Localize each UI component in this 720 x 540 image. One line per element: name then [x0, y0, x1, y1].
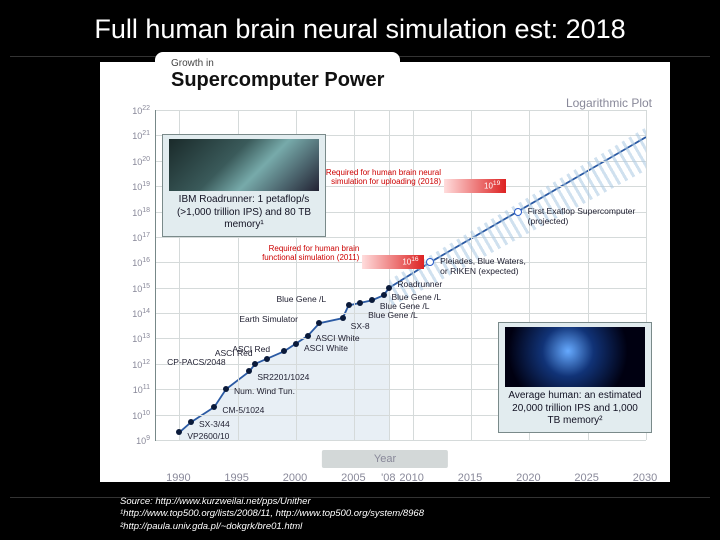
chart-title-big: Supercomputer Power: [171, 69, 384, 92]
data-point: [293, 341, 299, 347]
data-label: Blue Gene /L: [368, 310, 418, 320]
data-point: [346, 302, 352, 308]
data-point: [246, 368, 252, 374]
projected-label: First Exaflop Supercomputer (projected): [528, 206, 636, 226]
y-tick: 1016: [122, 257, 150, 268]
source-line-2: ¹http://www.top500.org/lists/2008/11, ht…: [120, 508, 424, 521]
data-point: [211, 404, 217, 410]
data-label: SX-3/44: [199, 419, 230, 429]
x-tick: 2015: [458, 472, 482, 484]
projected-point: [426, 258, 434, 266]
data-point: [316, 320, 322, 326]
source-line-3: ²http://paula.univ.gda.pl/~dokgrk/bre01.…: [120, 521, 424, 534]
y-tick: 1014: [122, 308, 150, 319]
source-line-1: Source: http://www.kurzweilai.net/pps/Un…: [120, 496, 424, 509]
data-point: [176, 429, 182, 435]
data-point: [340, 315, 346, 321]
data-point: [188, 419, 194, 425]
chart-panel: Growth in Supercomputer Power Logarithmi…: [100, 62, 670, 482]
source-block: Source: http://www.kurzweilai.net/pps/Un…: [120, 496, 424, 534]
x-tick: 2010: [399, 472, 423, 484]
slide-title: Full human brain neural simulation est: …: [0, 14, 720, 45]
data-label: ASCI White: [304, 343, 348, 353]
data-label: SR2201/1024: [257, 372, 309, 382]
data-label: Earth Simulator: [239, 314, 298, 324]
y-tick: 1013: [122, 333, 150, 344]
data-label: Roadrunner: [397, 279, 442, 289]
x-tick: 2000: [283, 472, 307, 484]
data-point: [357, 300, 363, 306]
x-tick: 2005: [341, 472, 365, 484]
data-point: [223, 386, 229, 392]
y-tick: 1021: [122, 130, 150, 141]
x-tick: 2020: [516, 472, 540, 484]
y-tick: 1019: [122, 181, 150, 192]
chart-title-small: Growth in: [171, 58, 384, 69]
data-point: [381, 292, 387, 298]
y-tick: 1015: [122, 283, 150, 294]
data-label: ASCI Red: [232, 344, 270, 354]
y-tick: 1012: [122, 359, 150, 370]
projected-point: [514, 208, 522, 216]
y-tick: 1011: [122, 384, 150, 395]
slide: Full human brain neural simulation est: …: [0, 0, 720, 540]
y-tick: 1020: [122, 156, 150, 167]
data-point: [264, 356, 270, 362]
x-tick: 2025: [574, 472, 598, 484]
data-label: VP2600/10: [187, 431, 229, 441]
threshold-label: Required for human brain neural simulati…: [321, 168, 441, 186]
data-label: Blue Gene /L: [277, 294, 327, 304]
photo-datacenter: [169, 139, 319, 191]
y-tick: 109: [122, 435, 150, 446]
callout-roadrunner-text: IBM Roadrunner: 1 petaflop/s (>1,000 tri…: [169, 194, 319, 232]
chart-title-tab: Growth in Supercomputer Power: [155, 52, 400, 94]
x-tick: '08: [381, 472, 395, 484]
data-label: CP-PACS/2048: [167, 357, 225, 367]
x-tick: 1990: [166, 472, 190, 484]
threshold-label: Required for human brain functional simu…: [239, 244, 359, 262]
callout-brain: Average human: an estimated 20,000 trill…: [498, 322, 652, 433]
data-label: Num. Wind Tun.: [234, 386, 295, 396]
x-tick: 1995: [224, 472, 248, 484]
data-label: Blue Gene /L: [392, 292, 442, 302]
data-label: CM-5/1024: [222, 405, 264, 415]
y-tick: 1018: [122, 207, 150, 218]
y-tick: 1022: [122, 105, 150, 116]
data-point: [305, 333, 311, 339]
x-tick: 2030: [633, 472, 657, 484]
data-label: SX-8: [351, 321, 370, 331]
data-label: Blue Gene /L: [380, 301, 430, 311]
photo-brain: [505, 327, 645, 387]
projected-label: Pleiades, Blue Waters, or RIKEN (expecte…: [440, 256, 526, 276]
data-label: ASCI White: [316, 333, 360, 343]
y-tick: 1010: [122, 410, 150, 421]
data-point: [281, 348, 287, 354]
data-point: [252, 361, 258, 367]
log-plot-label: Logarithmic Plot: [566, 96, 652, 110]
data-point: [386, 285, 392, 291]
x-axis-label: Year: [322, 450, 448, 468]
y-tick: 1017: [122, 232, 150, 243]
callout-brain-text: Average human: an estimated 20,000 trill…: [505, 390, 645, 428]
data-point: [369, 297, 375, 303]
callout-roadrunner: IBM Roadrunner: 1 petaflop/s (>1,000 tri…: [162, 134, 326, 237]
